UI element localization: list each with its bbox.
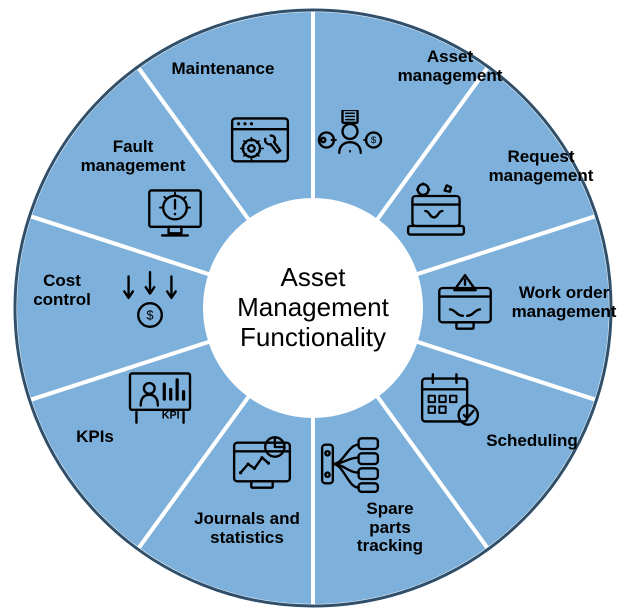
svg-text:$: $	[146, 307, 153, 322]
maintenance-icon	[225, 112, 295, 172]
asset-management-icon: $	[315, 110, 385, 170]
stats-icon	[227, 432, 297, 492]
diagram-stage: Asset Management Functionality Asset man…	[0, 0, 626, 616]
work-order-icon	[430, 273, 500, 333]
svg-text:KPI: KPI	[162, 409, 180, 421]
wheel-svg	[0, 0, 626, 616]
svg-text:$: $	[371, 135, 377, 146]
cost-control-icon: $	[115, 270, 185, 330]
fault-icon	[140, 184, 210, 244]
spare-parts-icon	[315, 434, 385, 494]
kpi-icon: KPI	[125, 367, 195, 427]
request-icon	[401, 181, 471, 241]
scheduling-icon	[415, 370, 485, 430]
